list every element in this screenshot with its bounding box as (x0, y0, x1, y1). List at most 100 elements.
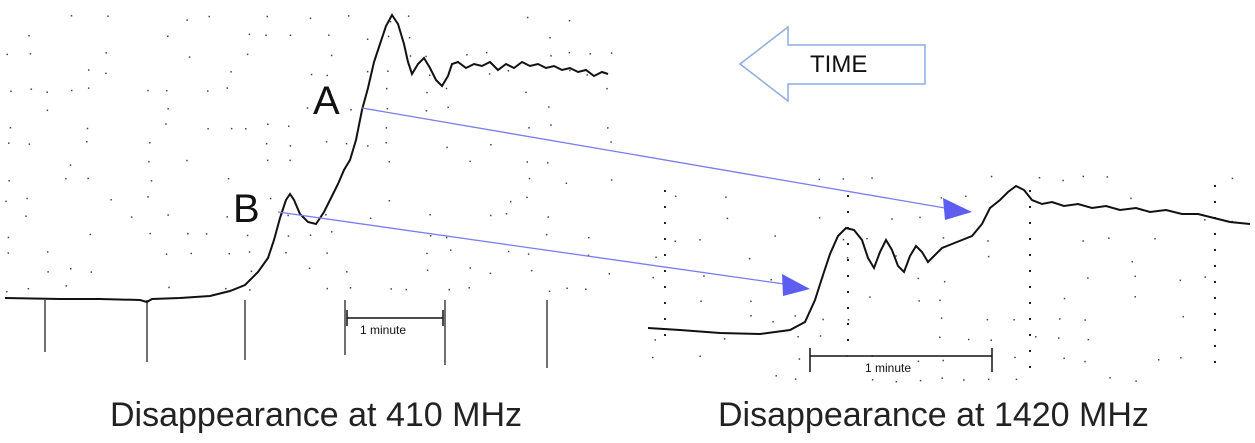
arrow-b (277, 211, 785, 285)
grid-dot (308, 267, 311, 270)
grid-dot (70, 89, 73, 92)
grid-dot (550, 124, 552, 126)
grid-dot (941, 377, 943, 379)
grid-dot (26, 197, 28, 200)
grid-dot (265, 34, 267, 37)
grid-dot (588, 236, 590, 239)
grid-dot (46, 91, 48, 93)
grid-dot (285, 251, 287, 254)
grid-dot (797, 336, 799, 338)
grid-dot (326, 74, 328, 77)
grid-dot (674, 195, 677, 198)
grid-dot (466, 54, 468, 56)
grid-dot (426, 91, 428, 94)
grid-dot (655, 256, 657, 259)
grid-dot (347, 15, 350, 17)
grid-dot (30, 88, 33, 90)
grid-dot (526, 196, 528, 199)
point-a-label: A (313, 79, 340, 123)
grid-dot (287, 125, 290, 128)
grid-dot (869, 296, 871, 298)
grid-dot (85, 141, 88, 143)
grid-dot (225, 287, 227, 290)
time-arrow: TIME (738, 25, 926, 103)
grid-dot (1180, 357, 1182, 359)
grid-dot (919, 216, 921, 219)
grid-dot (548, 106, 550, 108)
grid-dot (846, 256, 849, 259)
grid-dot (794, 315, 797, 317)
grid-dot (1084, 319, 1086, 321)
grid-dot (367, 145, 369, 147)
grid-dot (1062, 179, 1064, 182)
grid-dot (674, 240, 677, 242)
grid-dot (28, 143, 31, 145)
grid-dot (565, 182, 568, 185)
grid-dot (269, 197, 272, 200)
grid-dot (842, 178, 845, 180)
grid-dot (330, 54, 333, 57)
grid-dot (90, 271, 93, 273)
grid-dot (798, 358, 801, 360)
grid-dot (748, 257, 751, 260)
grid-dot (425, 110, 428, 112)
grid-dot (208, 15, 211, 18)
grid-dot (566, 287, 568, 290)
grid-dot (1082, 175, 1084, 178)
arrow-a (361, 107, 946, 209)
grid-dot (654, 339, 656, 341)
scale-label-right: 1 minute (865, 361, 911, 375)
time-markers-left (44, 300, 548, 368)
grid-dot (526, 16, 529, 19)
grid-dot (6, 53, 8, 56)
grid-dot (585, 288, 587, 290)
grid-dot (186, 159, 188, 162)
grid-dot (407, 15, 410, 17)
grid-dot (329, 90, 331, 93)
grid-dot (289, 159, 291, 162)
scale-bar-left (346, 310, 444, 326)
grid-dot (1014, 356, 1016, 359)
grid-dot (940, 317, 943, 319)
grid-dot (246, 53, 249, 56)
grid-dot (289, 34, 292, 37)
grid-dot (917, 277, 920, 280)
grid-dot (530, 269, 533, 272)
caption-410mhz: Disappearance at 410 MHz (110, 396, 523, 434)
grid-dot (29, 53, 32, 55)
scale-bar-right (809, 348, 993, 372)
grid-dot (549, 37, 551, 39)
grid-dot (405, 288, 408, 291)
grid-dot (5, 200, 7, 203)
grid-dot (963, 379, 965, 381)
grid-dot (485, 51, 488, 54)
grid-dot (226, 216, 228, 218)
grid-dot (147, 89, 149, 92)
grid-dot (10, 90, 12, 93)
grid-dot (7, 236, 10, 239)
grid-dot (490, 214, 492, 217)
grid-dot (309, 17, 312, 20)
grid-dot (165, 253, 168, 255)
grid-dot (1109, 377, 1111, 379)
grid-dot (818, 178, 821, 181)
grid-dot (385, 141, 387, 144)
arrow-b-head (782, 274, 810, 296)
grid-dot (819, 335, 822, 337)
grid-dot (105, 52, 107, 54)
grid-dot (490, 144, 492, 146)
grid-dot (939, 299, 941, 302)
grid-dot (525, 91, 527, 94)
grid-dot (70, 15, 73, 17)
grid-dot (445, 87, 448, 90)
grid-dot (448, 288, 450, 291)
grid-dot (1035, 336, 1037, 338)
grid-dot (990, 339, 992, 341)
grid-dot (429, 213, 431, 216)
grid-dot (1063, 297, 1066, 300)
grid-dot (266, 15, 268, 18)
grid-dot (794, 378, 797, 380)
grid-dot (227, 177, 230, 180)
grid-dot (586, 74, 589, 76)
grid-dot (726, 217, 729, 220)
